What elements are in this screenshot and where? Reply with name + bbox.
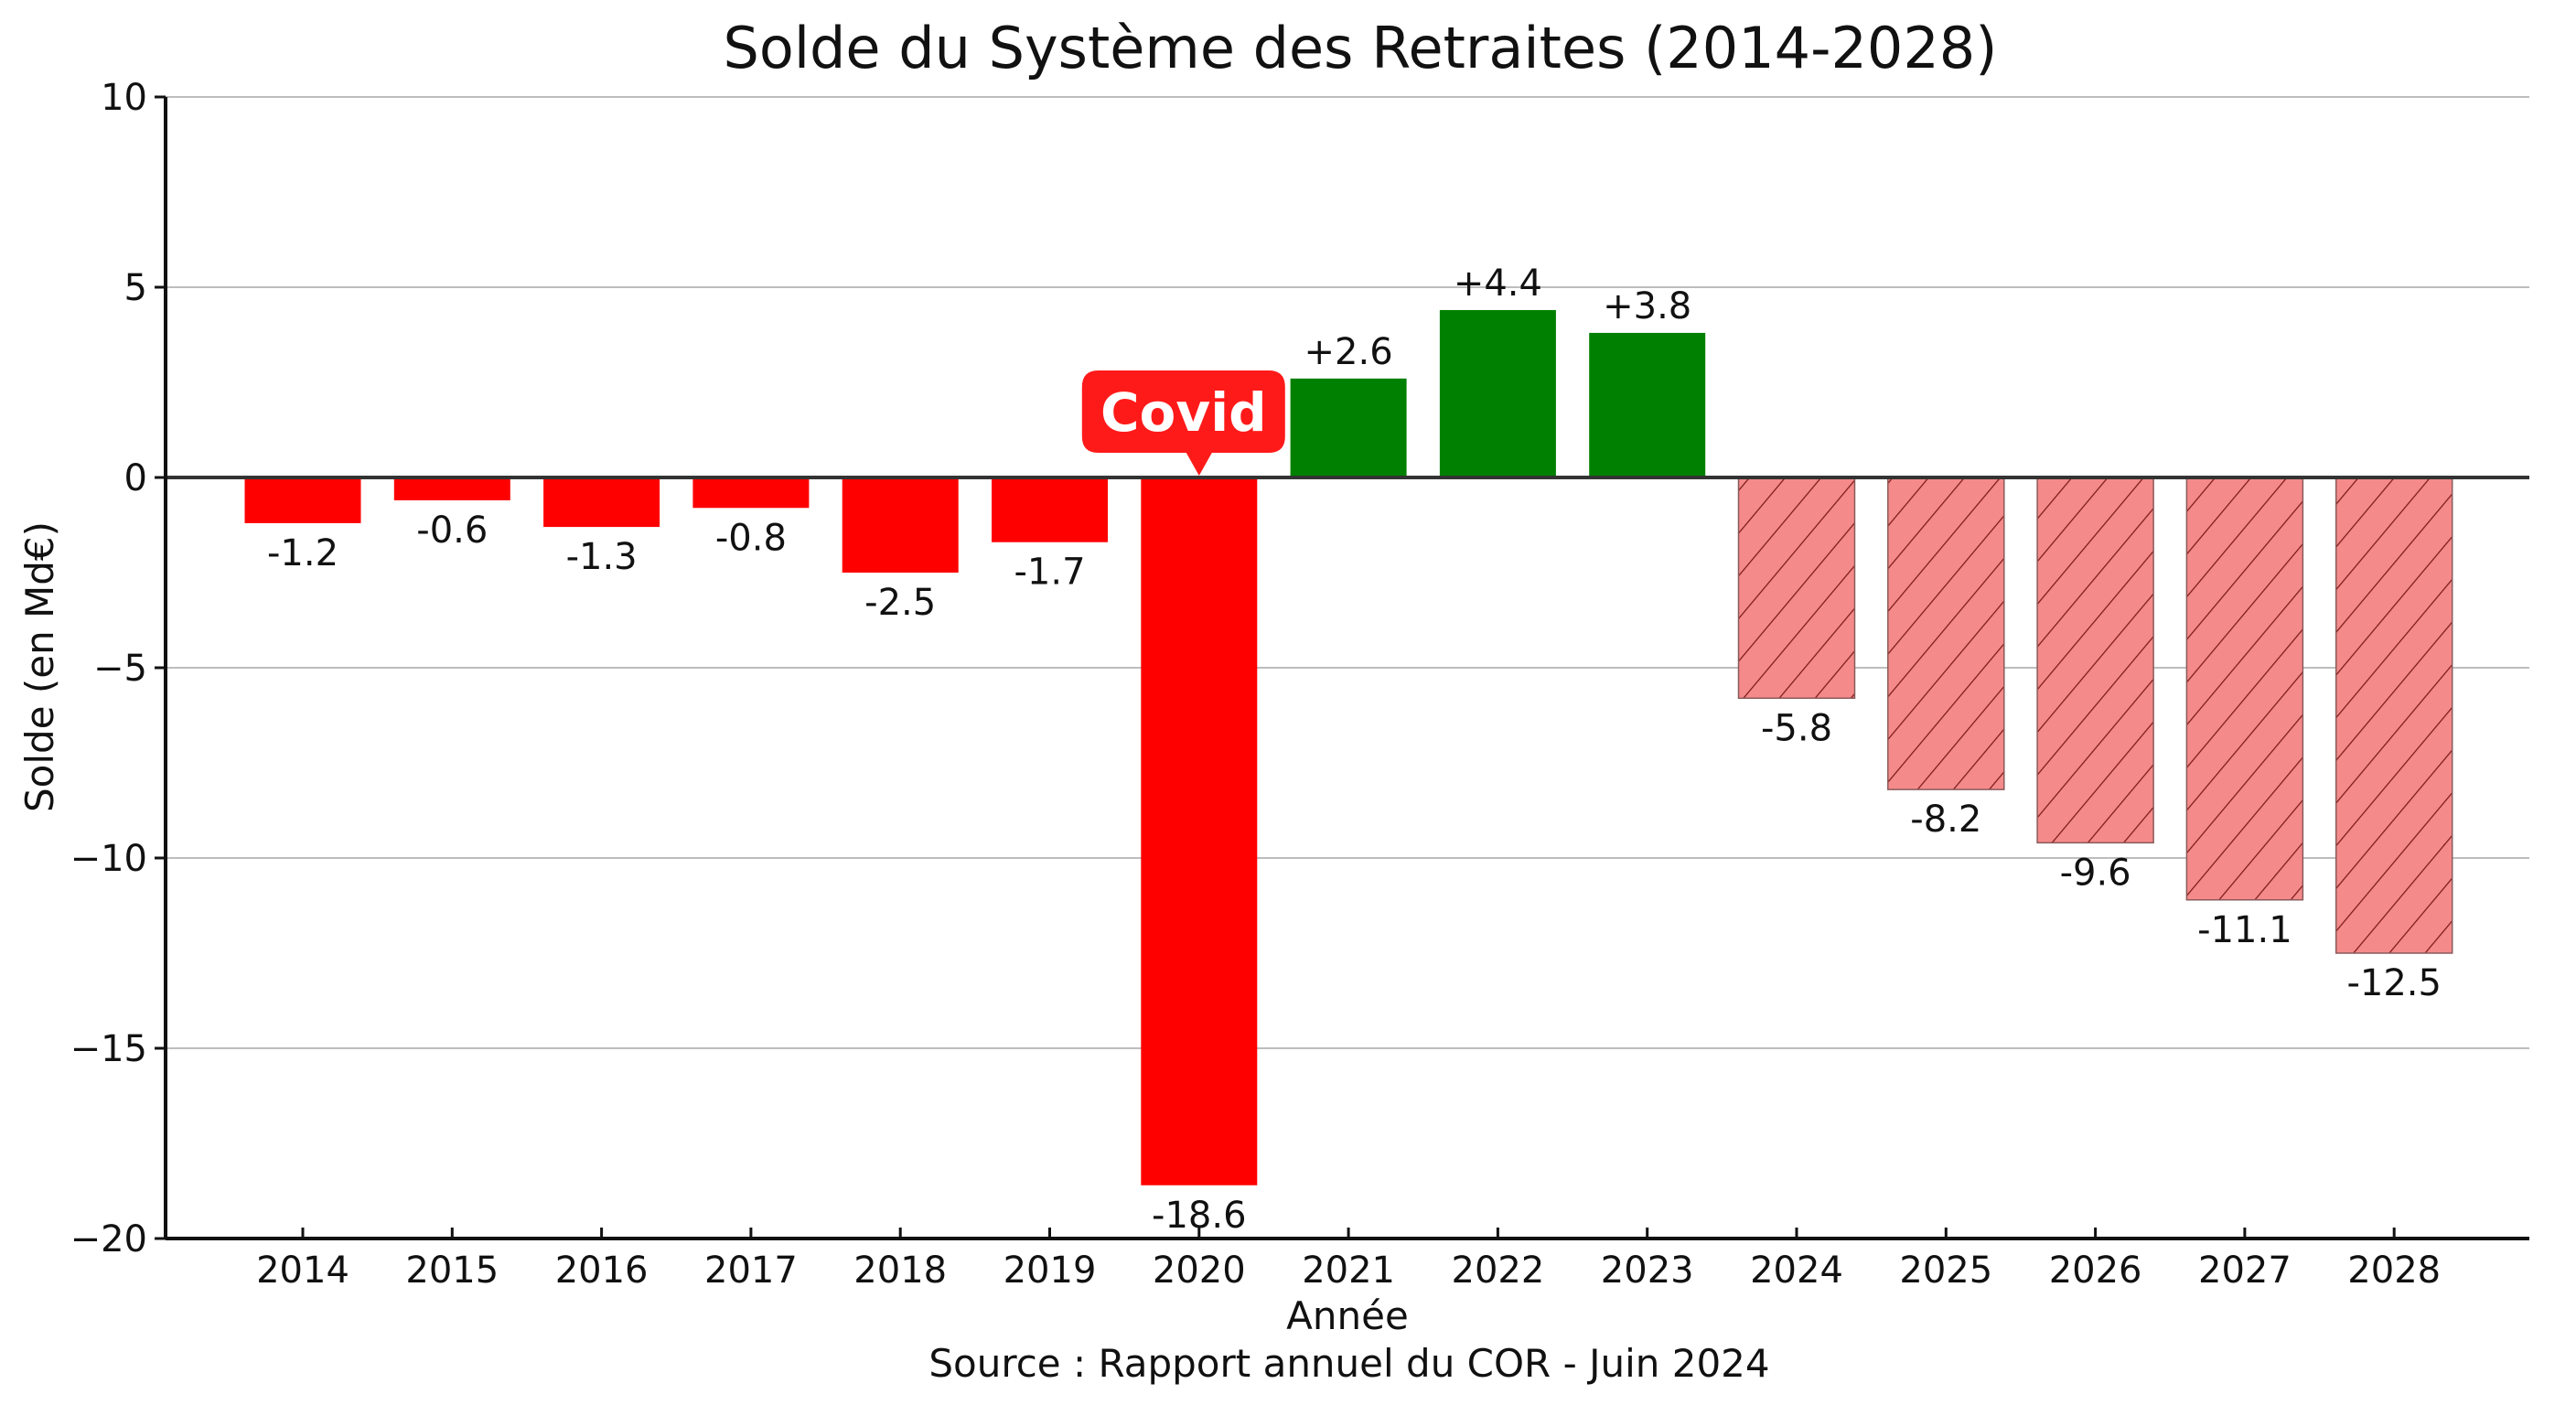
y-tick-label: −10 — [70, 838, 147, 880]
data-label-2015: -0.6 — [416, 509, 488, 552]
x-tick-label: 2028 — [2347, 1249, 2441, 1292]
x-tick-label: 2024 — [1750, 1249, 1843, 1292]
y-axis-label: Solde (en Md€) — [17, 521, 62, 812]
y-tick-labels: 10 5 0 −5 −10 −15 −20 — [70, 77, 147, 1260]
bar-2020 — [1141, 477, 1258, 1185]
data-label-2020: -18.6 — [1152, 1195, 1247, 1237]
y-tick-label: −20 — [70, 1218, 147, 1260]
bar-2018 — [842, 477, 959, 573]
y-tick-label: −15 — [70, 1028, 147, 1070]
bar-2015 — [393, 477, 510, 500]
data-label-2014: -1.2 — [267, 532, 338, 574]
chart-title: Solde du Système des Retraites (2014-202… — [724, 15, 1998, 81]
callout-bubble — [1081, 370, 1285, 476]
bar-2026 — [2036, 477, 2154, 844]
bar-2023 — [1589, 332, 1706, 477]
bar-2024 — [1737, 477, 1856, 700]
bar-2014 — [244, 477, 361, 523]
x-tick-label: 2014 — [256, 1249, 349, 1292]
data-label-2026: -9.6 — [2060, 852, 2131, 894]
data-label-2028: -12.5 — [2346, 962, 2442, 1004]
x-tick-labels: 2014 2015 2016 2017 2018 2019 2020 2021 2022 2023… — [256, 1249, 2441, 1292]
x-tick-label: 2025 — [1899, 1249, 1992, 1292]
bar-2022 — [1439, 309, 1556, 477]
y-tick-label: 0 — [124, 457, 147, 499]
bar-2025 — [1887, 477, 2005, 790]
bar-2019 — [992, 477, 1108, 542]
data-label-2018: -2.5 — [864, 582, 936, 624]
annotations: Covid — [1081, 370, 1285, 476]
x-tick-label: 2022 — [1452, 1249, 1545, 1292]
x-tick-label: 2021 — [1302, 1249, 1395, 1292]
bars — [244, 309, 2453, 1185]
x-tick-label: 2016 — [555, 1249, 649, 1292]
x-tick-label: 2023 — [1601, 1249, 1694, 1292]
x-tick-label: 2015 — [405, 1249, 499, 1292]
bar-2028 — [2334, 477, 2453, 954]
gridlines — [166, 96, 2529, 1239]
x-tick-label: 2018 — [853, 1249, 947, 1292]
bar-2016 — [543, 477, 660, 528]
data-label-2019: -1.7 — [1014, 552, 1085, 594]
data-label-2027: -11.1 — [2197, 909, 2292, 951]
x-tick-label: 2027 — [2198, 1249, 2292, 1292]
x-tick-label: 2020 — [1153, 1249, 1246, 1292]
callout-text: Covid — [1100, 381, 1267, 444]
x-tick-label: 2026 — [2049, 1249, 2142, 1292]
bar-2021 — [1290, 378, 1407, 477]
axes — [155, 95, 2529, 1240]
data-label-2017: -0.8 — [715, 517, 787, 559]
data-label-2023: +3.8 — [1603, 285, 1691, 327]
data-label-2016: -1.3 — [566, 536, 638, 578]
x-tick-label: 2017 — [704, 1249, 798, 1292]
y-tick-label: 5 — [124, 267, 147, 309]
data-label-2021: +2.6 — [1304, 331, 1393, 373]
data-label-2024: -5.8 — [1761, 707, 1832, 749]
data-label-2025: -8.2 — [1910, 799, 1981, 841]
y-tick-label: −5 — [93, 648, 147, 690]
source-note: Source : Rapport annuel du COR - Juin 20… — [928, 1341, 1769, 1386]
x-axis-label: Année — [1286, 1293, 1409, 1338]
data-label-2022: +4.4 — [1454, 263, 1542, 305]
x-tick-label: 2019 — [1004, 1249, 1097, 1292]
data-labels: -1.2 -0.6 -1.3 -0.8 -2.5 -1.7 -18.6 +2.6 +4.4 +3.… — [267, 263, 2442, 1237]
bar-2017 — [692, 477, 810, 509]
y-tick-label: 10 — [101, 77, 147, 119]
covid-callout: Covid — [1081, 370, 1285, 476]
bar-2027 — [2185, 477, 2304, 901]
